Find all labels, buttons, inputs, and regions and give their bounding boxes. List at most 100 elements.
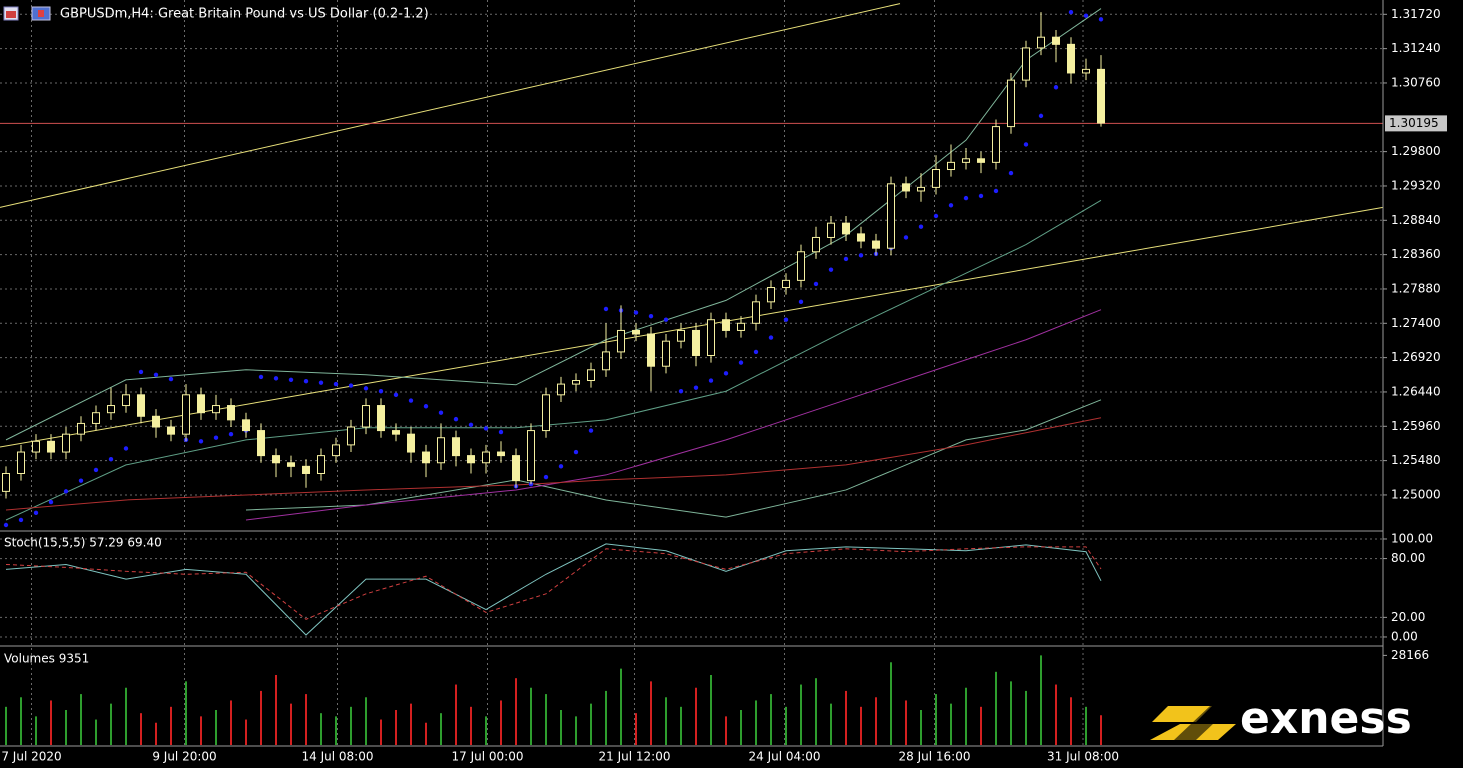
toolbar-icon-detail	[38, 10, 44, 17]
y-tick-label: 1.25480	[1391, 453, 1441, 467]
y-tick-label: 1.30760	[1391, 75, 1441, 89]
sar-dot	[903, 235, 909, 240]
stoch-title: Stoch(15,5,5) 57.29 69.40	[4, 536, 162, 550]
candle-body	[542, 394, 550, 432]
candle-body	[17, 451, 25, 474]
sar-dot	[663, 317, 669, 322]
candle-body	[77, 422, 85, 435]
sar-dot	[468, 422, 474, 428]
sar-dot	[303, 379, 309, 384]
sar-dot	[1023, 142, 1029, 147]
y-tick-label: 1.29800	[1391, 144, 1441, 158]
indicator-line	[245, 399, 1102, 518]
candle-body	[917, 186, 925, 192]
candle-body	[2, 472, 10, 492]
sar-dot	[1098, 17, 1104, 22]
candle-body	[872, 240, 880, 249]
candle-body	[767, 287, 775, 303]
y-tick-label: 1.25960	[1391, 419, 1441, 433]
candle-body	[722, 319, 730, 331]
candle-body	[857, 233, 865, 242]
sar-dot	[828, 267, 834, 272]
logo-mark	[1174, 706, 1232, 740]
x-tick-label: 17 Jul 00:00	[452, 750, 524, 764]
y-tick-label: 1.31720	[1391, 7, 1441, 21]
candle-body	[302, 465, 310, 474]
candle-body	[962, 158, 970, 163]
candle-body	[632, 329, 640, 335]
candle-body	[617, 329, 625, 353]
candle-body	[782, 279, 790, 289]
toolbar-icon-detail	[6, 11, 16, 18]
x-tick-label: 9 Jul 20:00	[152, 750, 216, 764]
candle-body	[527, 430, 535, 482]
stoch-line	[5, 546, 1102, 620]
candle-body	[1082, 68, 1090, 74]
candle-body	[152, 415, 160, 428]
candle-body	[1037, 36, 1045, 49]
sar-dot	[978, 193, 984, 199]
sar-dot	[588, 428, 594, 433]
candle-body	[272, 455, 280, 464]
candle-body	[452, 437, 460, 457]
sar-dot	[453, 416, 459, 422]
candle-body	[947, 161, 955, 171]
sar-dot	[93, 467, 99, 473]
price-label-box	[1385, 115, 1447, 132]
sar-dot	[768, 335, 774, 340]
candle-body	[1052, 36, 1060, 45]
sar-dot	[168, 376, 174, 382]
candle-body	[467, 455, 475, 464]
candle-body	[692, 329, 700, 356]
sar-dot	[213, 435, 219, 440]
sar-dot	[198, 439, 204, 444]
candle-body	[797, 251, 805, 281]
sar-dot	[63, 489, 69, 494]
candle-body	[47, 440, 55, 453]
candle-body	[752, 301, 760, 324]
candle-body	[92, 412, 100, 424]
sar-dot	[363, 386, 369, 391]
candle-body	[977, 158, 985, 163]
y-tick-label: 1.27400	[1391, 316, 1441, 330]
sar-dot	[948, 203, 954, 208]
sar-dot	[558, 464, 564, 469]
sar-dot	[3, 522, 9, 528]
logo-text: exness	[1240, 693, 1412, 744]
sar-dot	[858, 253, 864, 258]
sar-dot	[648, 313, 654, 319]
sar-dot	[423, 404, 429, 409]
y-tick-label: 100.00	[1391, 531, 1433, 545]
logo: exness	[1150, 693, 1412, 744]
candle-body	[1022, 47, 1030, 81]
candle-body	[212, 405, 220, 414]
candle-body	[647, 333, 655, 367]
sar-dot	[633, 310, 639, 315]
x-tick-label: 28 Jul 16:00	[899, 750, 971, 764]
candle-body	[287, 462, 295, 467]
sar-dot	[783, 317, 789, 322]
sar-dot	[378, 389, 384, 394]
sar-dot	[288, 377, 294, 382]
logo-mark	[1152, 706, 1212, 722]
chart-header: GBPUSDm,H4: Great Britain Pound vs US Do…	[60, 7, 429, 22]
candle-body	[1067, 43, 1075, 74]
sar-dot	[798, 299, 804, 305]
sar-dot	[273, 376, 279, 381]
candle-body	[497, 451, 505, 457]
y-tick-label: 20.00	[1391, 610, 1425, 624]
sar-dot	[813, 281, 819, 287]
candle-body	[167, 426, 175, 435]
y-tick-label: 1.31240	[1391, 41, 1441, 55]
sar-dot	[498, 429, 504, 435]
sar-dot	[33, 510, 39, 516]
candle-body	[1007, 79, 1015, 128]
y-tick-label: 1.26920	[1391, 350, 1441, 364]
candle-body	[602, 351, 610, 371]
candle-body	[242, 419, 250, 432]
sar-dot	[1038, 113, 1044, 119]
sar-dot	[78, 478, 84, 483]
sar-dot	[738, 360, 744, 365]
